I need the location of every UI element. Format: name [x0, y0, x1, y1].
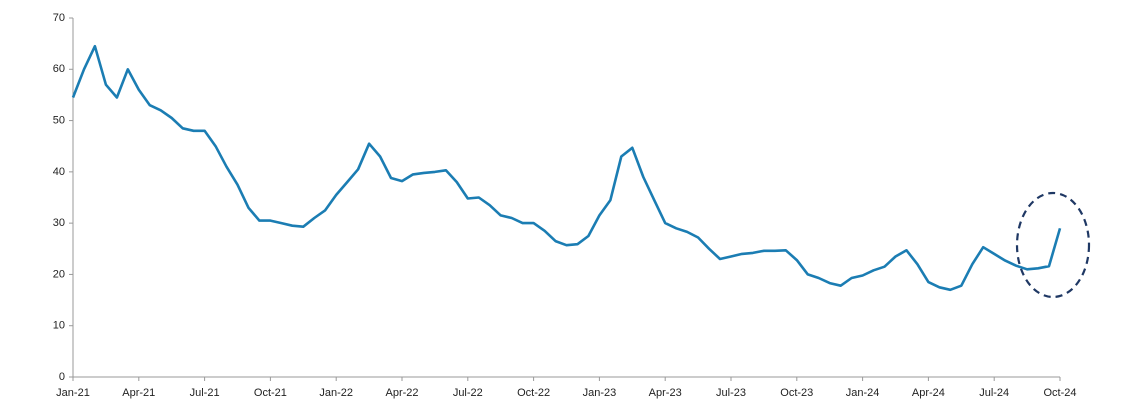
highlight-ellipse [1015, 191, 1091, 299]
x-tick-label: Oct-24 [1043, 387, 1076, 399]
y-tick-label: 60 [53, 63, 65, 75]
y-tick-label: 70 [53, 12, 65, 24]
y-tick-label: 10 [53, 320, 65, 332]
x-tick-label: Jan-24 [846, 387, 880, 399]
x-tick-label: Apr-23 [649, 387, 682, 399]
x-tick-label: Jan-22 [319, 387, 353, 399]
x-tick-label: Jul-22 [453, 387, 483, 399]
y-tick-label: 0 [59, 371, 65, 383]
x-tick-label: Jul-24 [979, 387, 1009, 399]
data-line [71, 44, 1062, 292]
x-tick-label: Oct-22 [517, 387, 550, 399]
x-tick-label: Apr-24 [912, 387, 945, 399]
x-tick-label: Apr-22 [385, 387, 418, 399]
x-tick-label: Jan-21 [56, 387, 90, 399]
y-tick-label: 20 [53, 268, 65, 280]
x-tick-label: Jul-23 [716, 387, 746, 399]
x-tick-label: Oct-21 [254, 387, 287, 399]
x-tick-label: Apr-21 [122, 387, 155, 399]
x-tick-label: Oct-23 [780, 387, 813, 399]
x-tick-label: Jan-23 [583, 387, 617, 399]
y-tick-label: 40 [53, 166, 65, 178]
x-tick-label: Jul-21 [190, 387, 220, 399]
y-tick-label: 30 [53, 217, 65, 229]
y-tick-label: 50 [53, 114, 65, 126]
